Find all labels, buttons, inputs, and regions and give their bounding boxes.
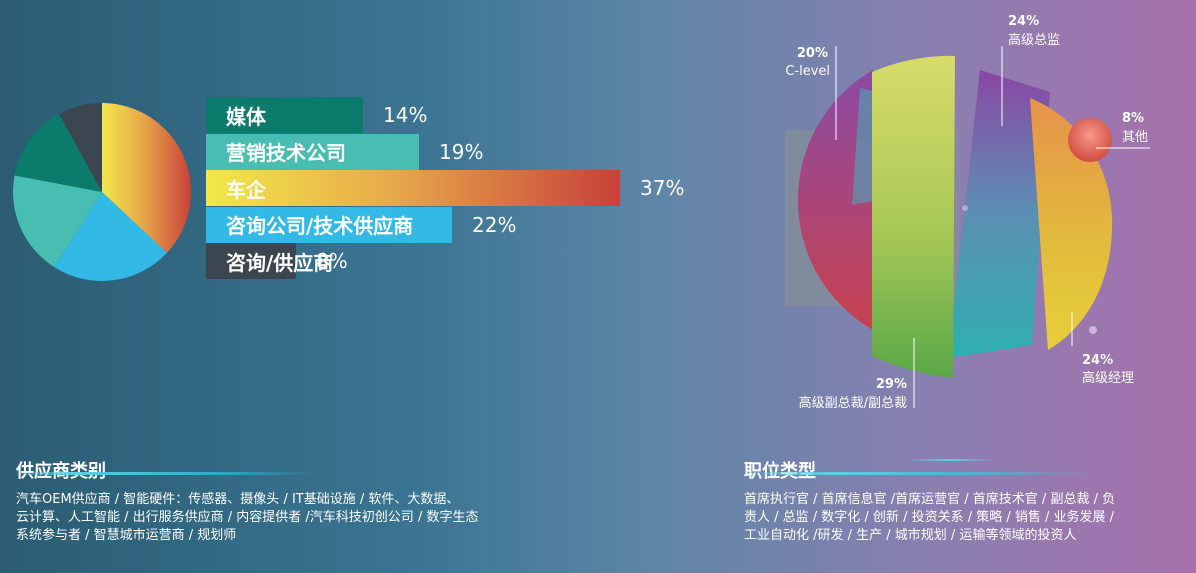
dot: [1089, 326, 1097, 334]
bar-value-label: 8%: [316, 249, 348, 273]
label-senior-director: 高级总监: [1008, 32, 1060, 48]
pie-slice: [54, 192, 167, 281]
supplier-line: 汽车OEM供应商 / 智能硬件：传感器、摄像头 / IT基础设施 / 软件、大数…: [16, 492, 460, 507]
slice-c-level: [797, 70, 873, 330]
label-senior-manager: 高级经理: [1082, 370, 1134, 386]
bar: 媒体: [206, 97, 363, 133]
supplier-line: 云计算、人工智能 / 出行服务供应商 / 内容提供者 /汽车科技初创公司 / 数…: [16, 510, 479, 525]
pie-slice: [102, 103, 191, 253]
label-senior-director-pct: 24%: [1008, 14, 1039, 29]
pie-slice: [59, 103, 102, 192]
supplier-line: 系统参与者 / 智慧城市运营商 / 规划师: [16, 528, 237, 543]
bar-value-label: 22%: [472, 212, 517, 237]
slice-vp: [872, 55, 955, 378]
position-line: 首席执行官 / 首席信息官 /首席运营官 / 首席技术官 / 副总裁 / 负: [744, 492, 1116, 507]
dot: [962, 205, 968, 211]
position-section-title: 职位类型: [744, 457, 816, 483]
label-vp: 高级副总裁/副总裁: [799, 395, 907, 411]
bar: 车企: [206, 170, 620, 206]
bar: 营销技术公司: [206, 133, 419, 170]
position-line: 工业自动化 /研发 / 生产 / 城市规划 / 运输等领域的投资人: [744, 528, 1077, 543]
pie-slice: [12, 175, 102, 268]
label-vp-pct: 29%: [876, 377, 907, 392]
bar: 咨询公司/技术供应商: [206, 206, 452, 243]
title-underline: [14, 472, 314, 475]
bar-row: 车企 37%: [206, 170, 684, 206]
pie-slice: [14, 114, 103, 192]
supplier-section-body: 汽车OEM供应商 / 智能硬件：传感器、摄像头 / IT基础设施 / 软件、大数…: [16, 491, 576, 545]
bar-row: 媒体 14%: [206, 97, 427, 133]
title-underline: [742, 472, 1092, 475]
bar-value-label: 14%: [383, 103, 428, 127]
bar: 咨询/供应商: [206, 243, 333, 279]
slice-other: [1068, 118, 1112, 162]
bar-row: 咨询公司/技术供应商 22%: [206, 206, 517, 243]
label-other: 其他: [1122, 130, 1148, 145]
label-c-level-pct: 20%: [797, 46, 828, 61]
supplier-section-title: 供应商类别: [16, 457, 106, 483]
bar-value-label: 37%: [640, 176, 685, 200]
slice-c-level-tint: [852, 88, 878, 205]
bar-row: 营销技术公司 19%: [206, 133, 484, 170]
position-line: 责人 / 总监 / 数字化 / 创新 / 投资关系 / 策略 / 销售 / 业务…: [744, 510, 1115, 525]
supplier-pie-chart: [12, 103, 191, 281]
title-accent: [905, 459, 995, 461]
label-c-level: C-level: [785, 64, 830, 79]
bar-row: 咨询/供应商 8%: [206, 243, 348, 279]
position-section-body: 首席执行官 / 首席信息官 /首席运营官 / 首席技术官 / 副总裁 / 负 责…: [744, 491, 1194, 545]
label-senior-manager-pct: 24%: [1082, 353, 1113, 368]
position-pie-chart: 20% C-level 24% 高级总监 8% 其他 24% 高级经理 29% …: [785, 14, 1150, 411]
slice-senior-director: [948, 70, 1050, 358]
label-other-pct: 8%: [1122, 111, 1144, 126]
bar-value-label: 19%: [439, 139, 484, 164]
